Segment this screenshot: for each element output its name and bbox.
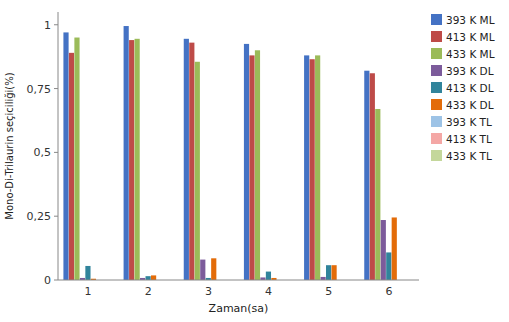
bar: [326, 265, 331, 280]
bar: [189, 43, 194, 280]
y-tick-label: 0,5: [34, 146, 52, 159]
legend-label: 413 K ML: [446, 31, 495, 43]
bar: [331, 265, 336, 280]
bar: [129, 40, 134, 280]
x-axis-label: Zaman(sa): [209, 302, 269, 315]
x-tick-label: 4: [265, 285, 272, 298]
bar: [85, 266, 90, 280]
bar: [69, 53, 74, 280]
y-tick-label: 1: [44, 19, 51, 32]
x-tick-label: 5: [325, 285, 332, 298]
x-axis: [58, 280, 419, 281]
legend-swatch: [431, 82, 442, 93]
bar: [386, 252, 391, 280]
y-tick: [54, 24, 58, 25]
x-tick-label: 2: [145, 285, 152, 298]
bar: [304, 55, 309, 280]
legend-swatch: [431, 14, 442, 25]
x-tick-label: 1: [85, 285, 92, 298]
legend-swatch: [431, 150, 442, 161]
legend-swatch: [431, 48, 442, 59]
bar: [370, 73, 375, 280]
y-tick: [54, 216, 58, 217]
bar: [151, 275, 156, 280]
legend-label: 393 K ML: [446, 14, 495, 26]
legend-swatch: [431, 99, 442, 110]
legend: 393 K ML 413 K ML 433 K ML 393 K DL 413 K DL…: [431, 14, 495, 162]
legend-label: 413 K DL: [446, 82, 494, 94]
bar: [255, 50, 260, 280]
bar: [392, 217, 397, 280]
bar: [249, 55, 254, 280]
y-tick: [54, 88, 58, 89]
legend-swatch: [431, 116, 442, 127]
y-tick: [54, 152, 58, 153]
bar: [146, 276, 151, 280]
y-axis: [58, 12, 59, 280]
legend-swatch: [431, 65, 442, 76]
y-tick-label: 0,75: [27, 83, 52, 96]
legend-swatch: [431, 133, 442, 144]
legend-label: 413 K TL: [446, 133, 492, 145]
x-tick-label: 6: [385, 285, 392, 298]
bar: [310, 59, 315, 280]
bar: [266, 272, 271, 280]
bar: [315, 55, 320, 280]
legend-label: 433 K ML: [446, 48, 495, 60]
legend-swatch: [431, 31, 442, 42]
legend-label: 433 K DL: [446, 99, 494, 111]
bar: [200, 260, 205, 280]
bar: [364, 71, 369, 280]
bar: [381, 220, 386, 280]
chart: 0 0,25 0,5 0,75 1 1 2 3 4 5 6 Zaman(sa) Mono-Di-Tril…: [0, 0, 509, 322]
bar: [124, 26, 129, 280]
x-tick-label: 3: [205, 285, 212, 298]
y-axis-label: Mono-Di-Trilaurin seçiciliği(%): [4, 72, 15, 219]
y-tick: [54, 280, 58, 281]
legend-label: 433 K TL: [446, 150, 492, 162]
bar: [63, 32, 68, 280]
bar: [74, 38, 79, 280]
bars: [63, 26, 396, 280]
bar: [184, 39, 189, 280]
y-tick-label: 0: [44, 274, 51, 287]
bar: [195, 62, 200, 280]
bar: [375, 109, 380, 280]
bar: [244, 44, 249, 280]
bar: [211, 258, 216, 280]
y-tick-label: 0,25: [27, 210, 52, 223]
bar: [135, 39, 140, 280]
legend-label: 393 K TL: [446, 116, 492, 128]
legend-label: 393 K DL: [446, 65, 494, 77]
